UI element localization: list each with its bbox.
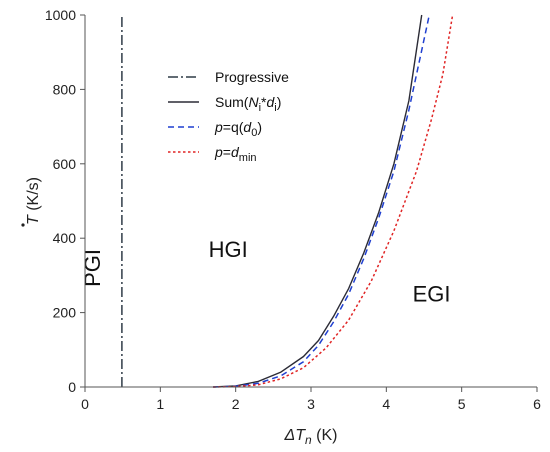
x-axis-title-subscript: n: [305, 433, 312, 447]
region-label-pgi: PGI: [80, 249, 105, 287]
x-tick-label: 5: [458, 396, 466, 412]
region-label-egi: EGI: [413, 281, 451, 306]
legend: Progressive Sum(Ni*di) p=q(d0) p=dmin: [168, 69, 289, 164]
x-tick-label: 2: [232, 396, 240, 412]
x-tick-label: 1: [156, 396, 164, 412]
x-tick-label: 0: [81, 396, 89, 412]
y-tick-label: 200: [53, 305, 77, 321]
x-tick-label: 3: [307, 396, 315, 412]
region-labels: PGI HGI EGI: [80, 237, 450, 307]
series-line-sum: [213, 14, 423, 388]
y-ticks: 0 200 400 600 800 1000: [45, 7, 85, 395]
legend-label-q_d0: p=q(d0): [214, 119, 262, 139]
x-tick-label: 4: [382, 396, 390, 412]
x-axis-title-unit: (K): [312, 427, 338, 444]
y-tick-label: 400: [53, 230, 77, 246]
y-axis-title-symbol: T: [25, 214, 42, 225]
series-line-dmin: [213, 14, 454, 388]
x-ticks: 0 1 2 3 4 5 6: [81, 387, 541, 412]
y-tick-label: 0: [68, 379, 76, 395]
region-label-hgi: HGI: [209, 237, 248, 262]
y-tick-label: 800: [53, 81, 77, 97]
y-axis-title-dot: [21, 223, 25, 227]
series-lines: [121, 14, 454, 388]
legend-label-sum: Sum(Ni*di): [215, 94, 281, 114]
y-axis-title-unit: (K/s): [25, 177, 42, 215]
y-axis-title: T (K/s): [21, 177, 42, 227]
series-line-q_d0: [213, 14, 431, 388]
y-tick-label: 1000: [45, 7, 76, 23]
legend-label-dmin: p=dmin: [214, 144, 257, 164]
axes: [84, 15, 537, 388]
x-axis-title-symbol: ΔT: [284, 427, 307, 444]
y-tick-label: 600: [53, 156, 77, 172]
y-axis-title-text: T (K/s): [25, 177, 42, 225]
x-tick-label: 6: [533, 396, 541, 412]
x-axis-title: ΔTn (K): [284, 427, 338, 447]
legend-label-progressive: Progressive: [215, 69, 289, 85]
